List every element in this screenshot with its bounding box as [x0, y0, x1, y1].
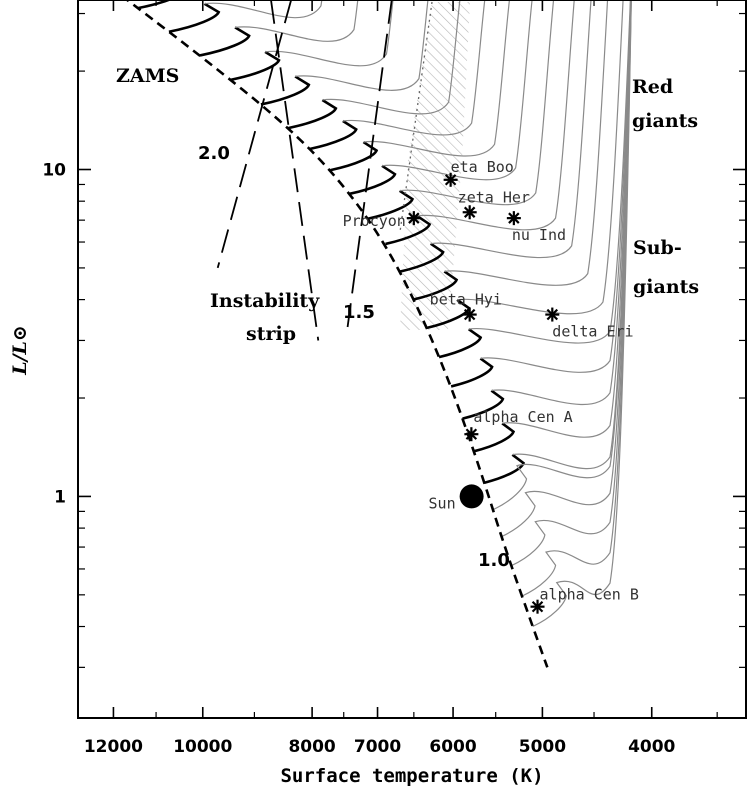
instability-strip-outer-edge [216, 0, 292, 269]
evolutionary-track [349, 164, 397, 196]
evolutionary-track [521, 0, 632, 597]
evolutionary-track-giant-branch [295, 0, 429, 91]
instability-strip-label-line2: strip [246, 323, 296, 345]
zams-label: ZAMS [116, 65, 179, 87]
evolutionary-track [367, 189, 415, 221]
subgiants-label-line2: giants [633, 276, 699, 298]
evolutionary-track [288, 98, 338, 130]
y-tick-label-10: 10 [42, 161, 66, 181]
mass-label-1-0: 1.0 [478, 550, 510, 571]
evolutionary-track-giant-branch [456, 0, 624, 315]
star-label: alpha Cen B [540, 586, 639, 604]
evolutionary-track [473, 422, 516, 453]
evolutionary-tracks [137, 0, 632, 628]
x-tick-label-6000: 6000 [429, 737, 476, 757]
evolutionary-track [137, 0, 173, 10]
evolutionary-track [399, 242, 445, 273]
instability-strip-red-edge [346, 0, 393, 332]
star-marker [506, 211, 521, 226]
x-tick-label-7000: 7000 [354, 737, 401, 757]
x-tick-label-4000: 4000 [628, 737, 675, 757]
x-axis-title: Surface temperature (K) [280, 765, 543, 787]
evolutionary-track-giant-branch [381, 0, 533, 181]
evolutionary-track-giant-branch [342, 0, 486, 136]
evolutionary-track [501, 0, 632, 538]
sun-label: Sun [429, 494, 456, 512]
evolutionary-track [168, 2, 221, 34]
star-label: eta Boo [451, 158, 514, 176]
evolutionary-track-giant-branch [322, 0, 461, 115]
instability-strip-blue-edge [270, 0, 320, 341]
evolutionary-track [260, 75, 311, 106]
star-label: delta Eri [552, 323, 633, 341]
star-label: nu Ind [512, 226, 566, 244]
evolutionary-track [484, 453, 526, 484]
instability-strip-label-line1: Instability [210, 290, 320, 312]
sun-marker [459, 484, 484, 509]
evolutionary-track-giant-branch [416, 0, 575, 231]
star-marker [462, 307, 477, 322]
evolutionary-track-giant-branch [430, 0, 592, 259]
evolutionary-track-giant-branch [399, 0, 555, 206]
star-label: beta Hyi [430, 291, 502, 309]
evolutionary-track-giant-branch [444, 0, 609, 286]
evolutionary-track [230, 50, 281, 82]
red-giants-label-line2: giants [632, 110, 698, 132]
subgiants-label-line1: Sub- [633, 237, 682, 259]
star-label: Procyon [343, 212, 406, 230]
plot-frame [77, 0, 747, 719]
evolutionary-track-giant-branch [234, 0, 359, 42]
evolutionary-track [532, 0, 632, 628]
mass-label-1-5: 1.5 [343, 302, 375, 323]
x-axis: 12000 10000 8000 7000 6000 5000 4000 [84, 0, 718, 757]
star-marker [530, 599, 545, 614]
star-label: alpha Cen A [473, 408, 572, 426]
star-marker [406, 211, 421, 226]
star-marker [545, 307, 560, 322]
x-tick-label-5000: 5000 [519, 737, 566, 757]
evolutionary-track [462, 389, 505, 420]
x-tick-label-12000: 12000 [84, 737, 143, 757]
star-markers [406, 172, 560, 614]
evolutionary-track-giant-branch [204, 0, 323, 19]
evolutionary-track [330, 140, 379, 172]
mass-label-2-0: 2.0 [198, 143, 230, 164]
x-tick-label-10000: 10000 [173, 737, 232, 757]
zams-line [125, 0, 549, 668]
star-label: zeta Her [458, 188, 530, 206]
evolutionary-track-giant-branch [363, 0, 511, 157]
star-marker [462, 205, 477, 220]
evolutionary-track [199, 26, 251, 57]
star-marker [464, 427, 479, 442]
evolutionary-track [438, 328, 483, 359]
star-marker [443, 172, 458, 187]
evolutionary-track [413, 270, 459, 301]
y-axis-title: L/L⊙ [9, 325, 31, 376]
y-axis: 1 10 [42, 12, 746, 668]
y-tick-label-1: 1 [54, 487, 66, 507]
evolutionary-track-giant-branch [468, 0, 631, 344]
evolutionary-track-giant-branch [265, 0, 394, 67]
evolutionary-track-giant-branch [491, 0, 632, 406]
evolutionary-track [309, 119, 358, 151]
evolutionary-track [385, 214, 432, 246]
red-giants-label-line1: Red [632, 76, 673, 98]
instability-strip-dotted-edge [399, 1, 433, 233]
x-tick-label-8000: 8000 [288, 737, 335, 757]
evolutionary-track-giant-branch [480, 0, 632, 373]
hatched-region [400, 2, 470, 330]
evolutionary-track [450, 357, 494, 388]
